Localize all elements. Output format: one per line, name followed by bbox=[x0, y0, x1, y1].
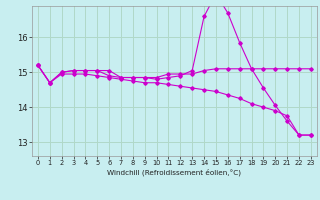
X-axis label: Windchill (Refroidissement éolien,°C): Windchill (Refroidissement éolien,°C) bbox=[108, 169, 241, 176]
